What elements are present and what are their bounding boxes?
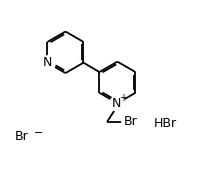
- Text: N: N: [112, 97, 121, 110]
- Text: +: +: [119, 93, 127, 103]
- Text: HBr: HBr: [154, 117, 177, 130]
- Text: N: N: [43, 56, 52, 69]
- Text: Br: Br: [15, 130, 28, 143]
- Text: −: −: [34, 128, 43, 138]
- Text: Br: Br: [124, 115, 138, 128]
